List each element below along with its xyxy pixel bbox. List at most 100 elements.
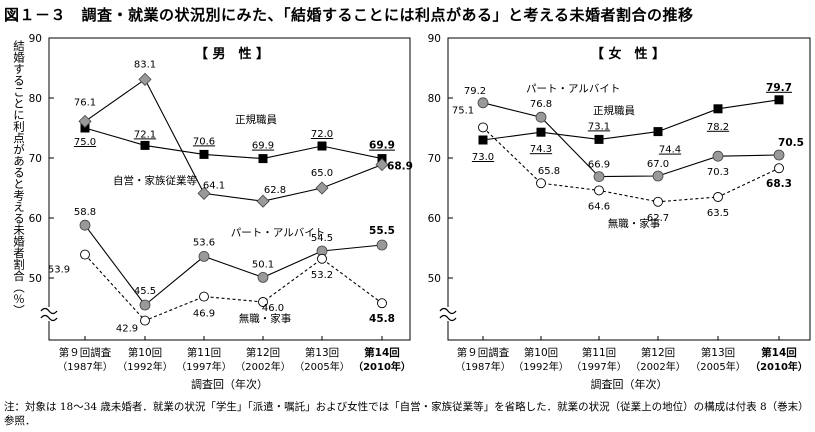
data-point-open-circle (80, 249, 90, 260)
x-tick-sublabel: （2005年） (294, 360, 349, 373)
data-label: 69.9 (252, 141, 274, 152)
x-tick-label: 第９回調査 (59, 346, 112, 359)
data-label: 70.5 (778, 137, 804, 149)
data-label: 45.8 (369, 313, 395, 325)
series-name-label: パート・アルバイト (526, 83, 620, 95)
x-tick-label: 第９回調査 (457, 346, 510, 359)
data-point-circle (712, 150, 724, 162)
plot-frame (48, 37, 411, 341)
x-tick-label: 第13回 (701, 346, 735, 359)
y-tick-label: 60 (29, 213, 42, 225)
data-label: 63.5 (707, 208, 729, 219)
data-point-open-circle (478, 122, 488, 133)
data-label: 53.9 (48, 265, 70, 276)
data-label: 73.1 (588, 121, 610, 132)
series-name-label: 無職・家事 (239, 312, 292, 325)
y-tick-label: 60 (428, 213, 441, 225)
series-line (84, 254, 383, 322)
data-label: 78.2 (707, 122, 729, 133)
data-label: 72.0 (311, 129, 333, 140)
data-label: 76.1 (74, 97, 96, 108)
axis-break-mask (40, 307, 58, 321)
data-label: 62.8 (264, 185, 286, 196)
x-tick-label: 第14回 (761, 346, 797, 359)
data-point-diamond (256, 194, 270, 208)
data-label: 70.6 (193, 136, 215, 147)
data-point-square (774, 95, 784, 105)
x-tick-sublabel: （1997年） (571, 360, 626, 373)
y-tick-label: 50 (428, 273, 441, 285)
x-tick-label: 第10回 (128, 346, 162, 359)
data-point-diamond (138, 72, 152, 86)
data-point-open-circle (317, 253, 327, 264)
data-label: 74.3 (530, 144, 552, 155)
data-label: 65.0 (311, 168, 333, 179)
data-label: 46.0 (262, 303, 284, 314)
data-label: 64.1 (203, 180, 225, 191)
data-point-open-circle (713, 192, 723, 202)
data-label: 55.5 (369, 225, 395, 237)
panel-title: 【 男 性 】 (195, 46, 269, 62)
data-label: 74.4 (659, 145, 681, 156)
data-point-square (713, 104, 723, 114)
series-line (482, 102, 780, 178)
data-label: 70.3 (707, 167, 729, 178)
data-point-square (594, 134, 604, 144)
data-label: 69.9 (369, 140, 395, 152)
data-point-open-circle (536, 178, 546, 189)
x-tick-sublabel: （1997年） (176, 360, 231, 373)
axis-break-mark (439, 314, 457, 322)
x-tick-label: 第14回 (364, 346, 400, 359)
data-point-square (653, 127, 663, 137)
series-line (482, 99, 780, 141)
data-label: 75.0 (74, 137, 96, 148)
data-point-square (536, 127, 546, 137)
data-point-square (258, 154, 268, 164)
data-point-square (317, 141, 327, 151)
female-panel: 50 60 70 80 90 第９回調査（1987年） 第10回（1992年） 第11回（19… (428, 33, 811, 391)
series-name-label: 正規職員 (235, 114, 277, 126)
axis-break-mask (439, 307, 457, 321)
x-tick-label: 第12回 (246, 346, 280, 359)
data-point-diamond (375, 158, 389, 172)
data-point-circle (477, 97, 489, 109)
chart-canvas: 結婚することに利点があると考える未婚者割合（％） 50 60 70 80 90 第９回調査… (12, 33, 811, 391)
x-tick-sublabel: （2010年） (750, 360, 808, 373)
y-tick-label: 90 (29, 33, 42, 45)
series-line (84, 224, 383, 306)
x-tick-label: 第10回 (524, 346, 558, 359)
data-label: 64.6 (588, 201, 610, 212)
data-label: 58.8 (74, 207, 96, 218)
x-axis-label: 調査回（年次） (191, 377, 268, 391)
data-point-square (199, 149, 209, 159)
data-label: 62.7 (647, 213, 669, 224)
footnote: 注：対象は 18～34 歳未婚者．就業の状況「学生」「派遣・嘱託」および女性では… (4, 401, 809, 427)
figure-title: 図１－３ 調査・就業の状況別にみた、「結婚することには利点がある」と考える未婚者… (4, 6, 694, 24)
data-point-circle (593, 171, 605, 183)
data-label: 45.5 (134, 286, 156, 297)
plot-frame (447, 37, 811, 341)
y-tick-label: 90 (428, 33, 441, 45)
data-label: 42.9 (116, 324, 138, 335)
series-line (84, 78, 383, 202)
data-point-circle (376, 239, 388, 251)
axis-break-mark (439, 307, 457, 315)
axis-break-mark (40, 314, 58, 322)
data-label: 66.9 (588, 160, 610, 171)
series-name-label: パート・アルバイト (231, 227, 325, 239)
data-point-circle (773, 149, 785, 161)
data-label: 75.1 (452, 105, 474, 116)
data-label: 83.1 (134, 59, 156, 70)
data-point-open-circle (594, 185, 604, 196)
data-point-open-circle (377, 298, 387, 309)
data-label: 68.3 (766, 178, 792, 190)
data-label: 46.9 (193, 309, 215, 320)
data-label: 53.2 (311, 270, 333, 281)
data-point-open-circle (653, 196, 663, 207)
series-line (84, 127, 383, 160)
data-label: 65.8 (538, 166, 560, 177)
data-point-circle (139, 299, 151, 311)
series-line (482, 127, 780, 203)
x-tick-label: 第11回 (187, 346, 221, 359)
x-tick-label: 第13回 (305, 346, 339, 359)
